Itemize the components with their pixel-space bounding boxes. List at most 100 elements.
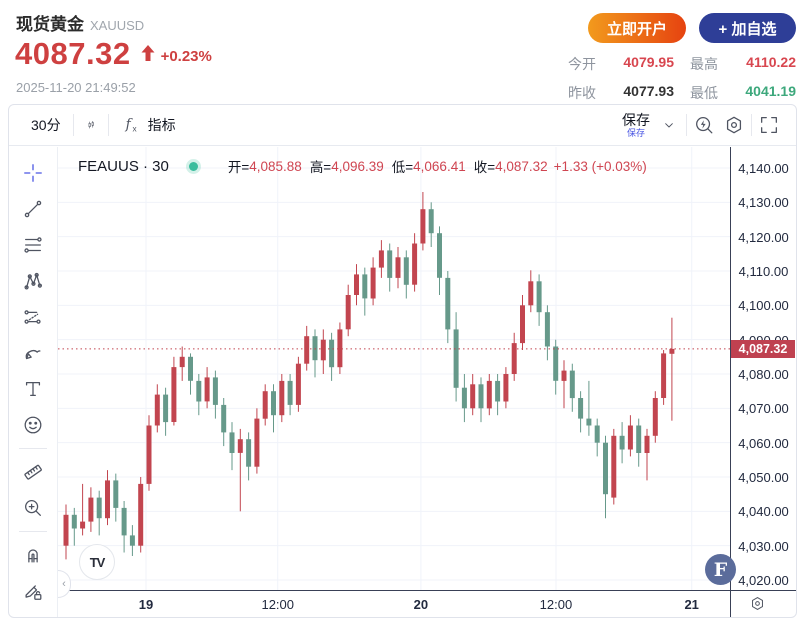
- interval-selector[interactable]: 30分: [21, 115, 71, 135]
- price-axis[interactable]: 4,140.00 4,130.00 4,120.00 4,110.00 4,100.00…: [730, 147, 796, 590]
- settings-icon: [726, 116, 742, 134]
- market-status-dot: [188, 161, 198, 171]
- quick-search-icon: [696, 117, 713, 134]
- price-scale-settings-button[interactable]: [749, 595, 766, 617]
- chevron-down-icon: [665, 123, 673, 128]
- legend-close-value: 4,087.32: [495, 158, 548, 174]
- stat-label-low: 最低: [690, 85, 718, 101]
- open-account-button[interactable]: 立即开户: [588, 13, 686, 43]
- brush-tool[interactable]: [15, 335, 51, 371]
- price-row: 4087.32 +0.23%: [15, 36, 212, 72]
- trendline-icon: [24, 200, 42, 218]
- price-axis-label: 4,110.00: [738, 264, 789, 279]
- tradingview-logo[interactable]: TV: [79, 544, 115, 580]
- zoom-in-tool[interactable]: [15, 490, 51, 526]
- projection-tool[interactable]: [15, 299, 51, 335]
- indicators-button[interactable]: f x 指标: [111, 114, 186, 136]
- fullscreen-icon: [761, 117, 777, 133]
- provider-f-logo[interactable]: F: [705, 554, 736, 585]
- change-percent: +0.23%: [160, 47, 212, 65]
- legend-open-value: 4,085.88: [249, 158, 302, 174]
- quick-search-button[interactable]: [689, 110, 719, 140]
- chart-toolbar: 30分 f x 指标 保存 保存: [9, 105, 796, 146]
- magnet-icon: [28, 549, 38, 563]
- time-axis-label: 12:00: [539, 597, 573, 612]
- save-label: 保存: [622, 111, 650, 128]
- toolbar-divider: [72, 114, 74, 136]
- legend-open-label: 开=: [227, 160, 250, 175]
- magnet-tool[interactable]: [15, 537, 51, 573]
- interval-label: 30分: [31, 117, 61, 133]
- add-watchlist-button[interactable]: + 加自选: [699, 13, 796, 43]
- time-axis-label: 20: [413, 597, 429, 612]
- stat-label-prev-close: 昨收: [568, 85, 596, 101]
- lock-drawings-icon: [25, 585, 42, 600]
- price-axis-label: 4,070.00: [738, 401, 789, 417]
- time-axis-label: 12:00: [261, 597, 295, 612]
- time-axis[interactable]: 19 12:00 20 12:00 21: [58, 590, 796, 617]
- up-arrow-icon: [141, 44, 155, 66]
- stat-label-open: 今开: [568, 56, 596, 72]
- candlestick-chart[interactable]: [58, 147, 730, 590]
- price-axis-label: 4,050.00: [738, 470, 789, 485]
- page-title: 现货黄金 XAUUSD: [16, 10, 144, 35]
- xabcd-pattern-icon: [24, 272, 42, 290]
- stat-label-high: 最高: [690, 56, 718, 72]
- legend-low-label: 低=: [391, 160, 414, 175]
- projection-icon: [24, 310, 41, 324]
- crosshair-tool[interactable]: [15, 155, 51, 191]
- stat-value-prev-close: 4077.93: [623, 83, 674, 99]
- toolbar-divider: [686, 114, 687, 136]
- price-axis-label: 4,040.00: [738, 504, 789, 520]
- current-price: 4087.32: [15, 36, 131, 71]
- price-axis-label: 4,120.00: [738, 229, 789, 245]
- lock-drawings-tool[interactable]: [15, 573, 51, 609]
- toolbar-divider: [751, 114, 752, 136]
- instrument-symbol: XAUUSD: [90, 18, 145, 33]
- axis-corner-divider: [730, 590, 731, 617]
- time-axis-label: 19: [138, 597, 154, 612]
- chart-legend[interactable]: FEAUUS · 30 开= 4,085.88 高= 4,096.39 低= 4,06…: [78, 156, 647, 176]
- stat-value-low: 4041.19: [745, 83, 796, 99]
- chart-settings-button[interactable]: [719, 110, 749, 140]
- emoji-icon: [24, 416, 42, 434]
- svg-text:x: x: [132, 124, 137, 133]
- legend-series-title: FEAUUS · 30: [78, 157, 169, 175]
- save-menu-button[interactable]: [654, 110, 684, 140]
- price-axis-label: 4,100.00: [738, 298, 789, 314]
- ruler-icon: [24, 464, 42, 480]
- legend-high-value: 4,096.39: [331, 158, 384, 174]
- emoji-tool[interactable]: [15, 407, 51, 443]
- time-axis-label: 21: [684, 597, 699, 612]
- sidebar-divider: [19, 448, 47, 449]
- trendline-tool[interactable]: [15, 191, 51, 227]
- indicators-label: 指标: [147, 117, 176, 133]
- quote-timestamp: 2025-11-20 21:49:52: [16, 80, 136, 95]
- text-tool[interactable]: [15, 371, 51, 407]
- candles-svg: [58, 147, 730, 590]
- fx-icon: f x: [124, 117, 137, 134]
- ruler-tool[interactable]: [15, 454, 51, 490]
- legend-high-label: 高=: [309, 160, 332, 175]
- drawing-tools-sidebar: [9, 147, 58, 617]
- stat-value-open: 4079.95: [623, 54, 674, 70]
- price-axis-label: 4,060.00: [738, 435, 789, 451]
- price-axis-label: 4,030.00: [738, 538, 789, 554]
- save-button[interactable]: 保存 保存: [618, 113, 654, 138]
- chart-style-button[interactable]: [76, 110, 106, 140]
- legend-change: +1.33 (+0.03%): [553, 158, 647, 174]
- candles-icon: [88, 120, 94, 129]
- price-axis-label: 4,140.00: [738, 161, 789, 176]
- zoom-in-icon: [25, 500, 41, 516]
- fib-lines-tool[interactable]: [15, 227, 51, 263]
- instrument-name: 现货黄金: [16, 15, 84, 34]
- text-icon: [25, 381, 41, 397]
- price-axis-label: 4,130.00: [738, 195, 789, 211]
- price-axis-label: 4,020.00: [738, 573, 789, 588]
- brush-icon: [25, 349, 41, 360]
- last-price-label: 4,087.32: [731, 339, 795, 358]
- toolbar-divider: [107, 114, 109, 136]
- xabcd-pattern-tool[interactable]: [15, 263, 51, 299]
- fullscreen-button[interactable]: [754, 110, 784, 140]
- save-tooltip: 保存: [626, 127, 645, 138]
